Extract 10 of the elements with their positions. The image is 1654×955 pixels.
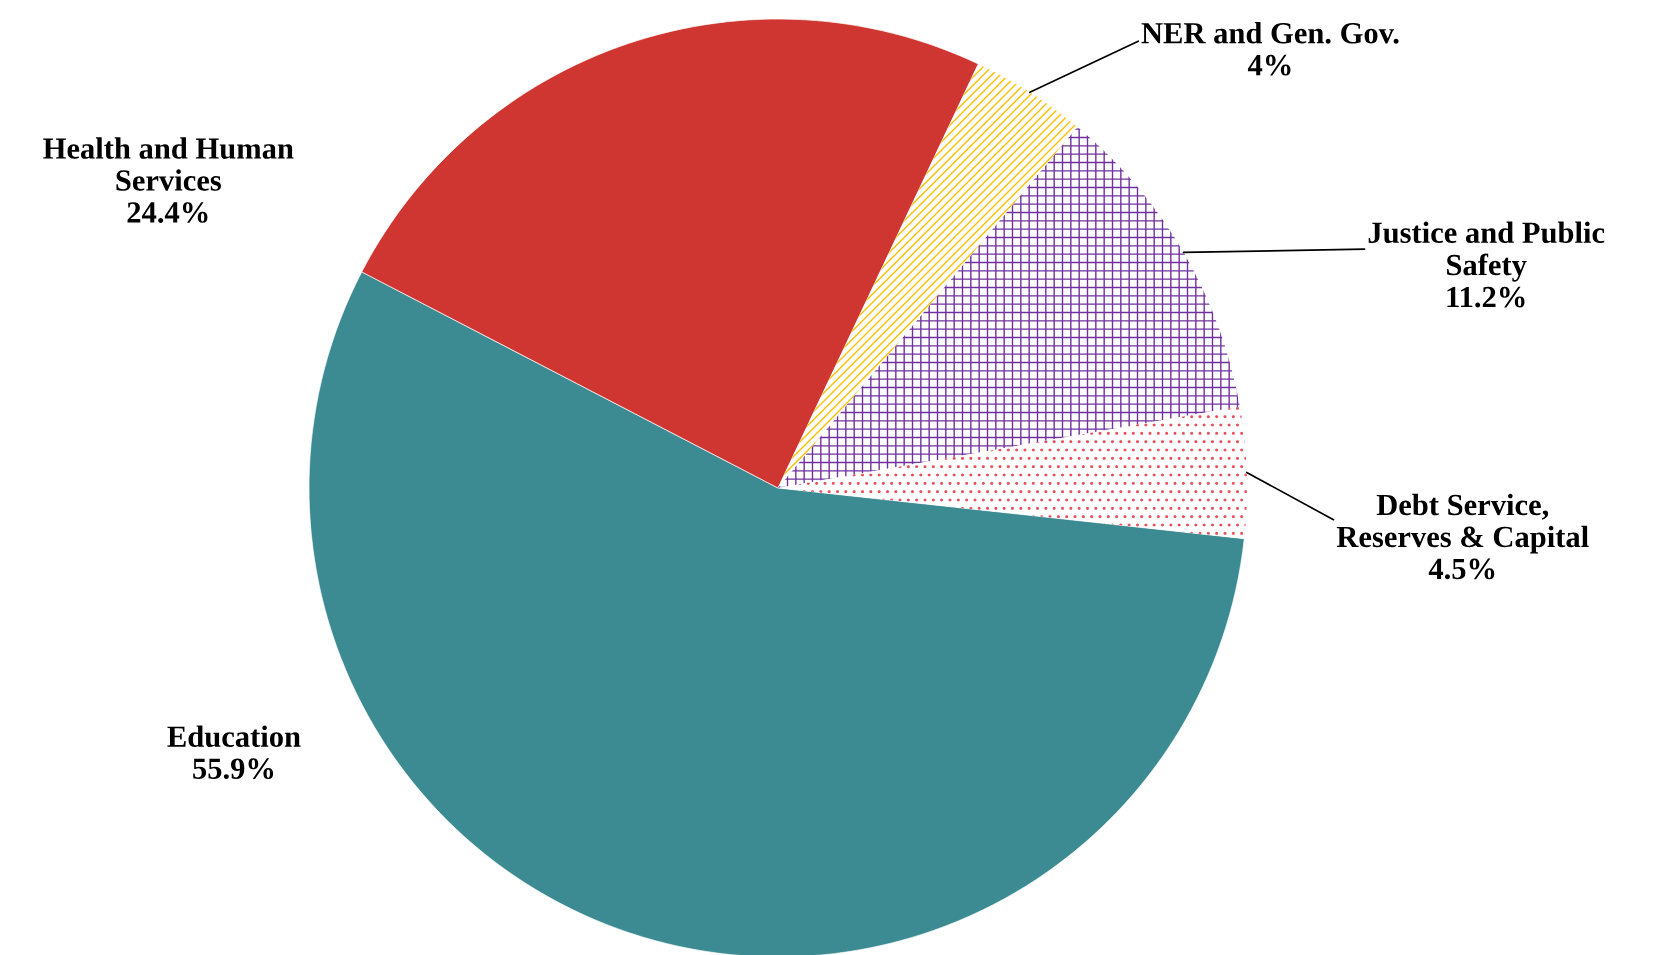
data-label: 24.4%	[127, 202, 208, 223]
slice-label: Health and Human Services	[43, 137, 294, 191]
data-label: 11.2%	[1447, 286, 1525, 308]
data-label: 4.5%	[1428, 558, 1495, 580]
data-label: 55.9%	[193, 758, 274, 780]
data-label: 4%	[1247, 54, 1291, 76]
slice-label: Justice and Public Safety	[1368, 221, 1605, 282]
slice-label: NER and Gen. Gov.	[1141, 22, 1399, 44]
slice-label: Debt Service, Reserves & Capital	[1336, 493, 1589, 554]
slice-label: Education	[167, 725, 301, 748]
